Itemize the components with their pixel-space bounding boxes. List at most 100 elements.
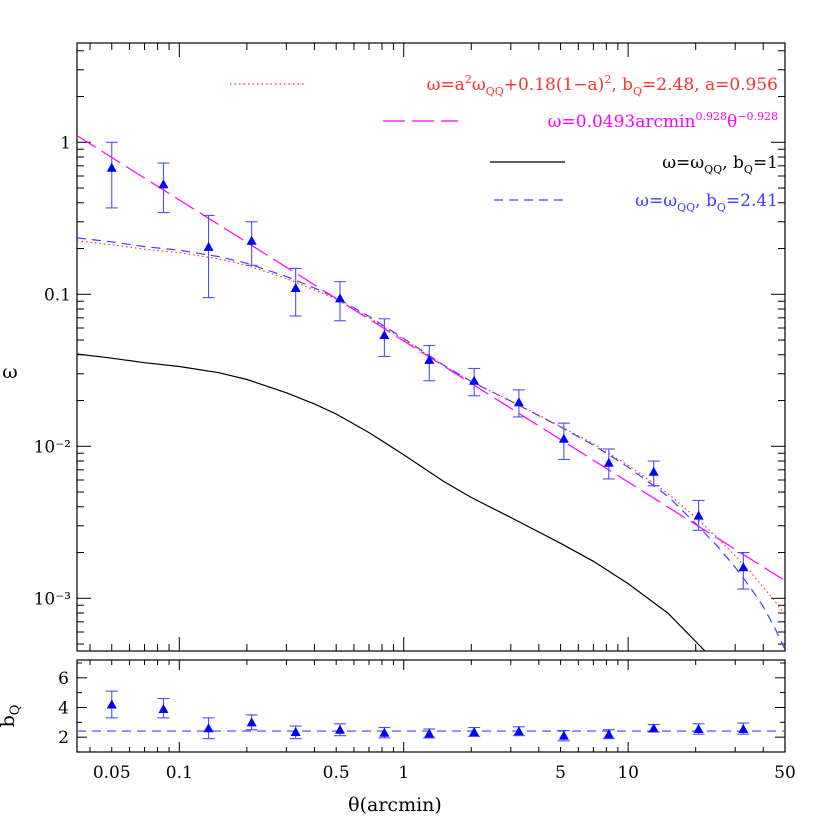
triangle-marker (469, 726, 480, 736)
y-tick-label: 1 (60, 133, 71, 153)
triangle-marker (424, 728, 435, 738)
data-point (647, 460, 660, 487)
top-data-points (105, 141, 750, 590)
legend-entry: ω=ωQQ, bQ=1 (490, 153, 778, 176)
bottom-axis-ticks (77, 660, 786, 753)
legend-entry: ω=a2ωQQ+0.18(1−a)2, bQ=2.48, a=0.956 (230, 73, 778, 98)
data-point (512, 726, 525, 737)
data-point (378, 726, 391, 739)
x-tick-label: 0.05 (93, 763, 131, 783)
legend-label-part: Q (633, 85, 642, 98)
x-tick-label: 0.1 (166, 763, 193, 783)
data-point (157, 698, 170, 719)
bottom-y-axis-title: bQ (0, 705, 23, 728)
x-tick-label: 0.5 (323, 763, 350, 783)
triangle-marker (246, 235, 257, 245)
data-point (468, 726, 481, 737)
triangle-marker (334, 293, 345, 303)
legend-label-part: ω=0.0493arcmin (548, 112, 696, 132)
top-axis-ticks (77, 43, 786, 651)
bottom-y-axis-title-subscript: Q (8, 705, 23, 716)
legend-label-part: 0.928 (696, 110, 728, 123)
data-point (692, 723, 705, 735)
triangle-marker (603, 729, 614, 739)
legend-label-part: Q (744, 163, 753, 176)
x-tick-labels: 0.05 0.1 0.5 1 5 10 50 (93, 763, 796, 783)
data-point (333, 281, 346, 322)
triangle-marker (334, 724, 345, 734)
triangle-marker (290, 726, 301, 736)
data-point (289, 267, 302, 317)
legend-label-part: =2.48, a=0.956 (642, 75, 778, 95)
curve-b-q-1 (77, 353, 706, 651)
triangle-marker (603, 457, 614, 467)
data-point (602, 448, 615, 480)
legend-entry: ω=ωQQ, bQ=2.41 (494, 191, 778, 214)
legend-label-part: QQ (704, 163, 722, 176)
data-point (157, 162, 170, 214)
legend-label: ω=a2ωQQ+0.18(1−a)2, bQ=2.48, a=0.956 (427, 73, 778, 98)
y-tick-label: 6 (58, 669, 69, 689)
bottom-panel: 2 4 6 0.05 0.1 0.5 1 5 10 50 bQ θ(arcmin) (0, 659, 796, 816)
triangle-marker (246, 717, 257, 727)
y-tick-label: 4 (58, 698, 69, 718)
legend-label: ω=ωQQ, bQ=2.41 (635, 191, 778, 214)
triangle-marker (158, 179, 169, 189)
x-tick-label: 10 (617, 763, 639, 783)
data-point (602, 729, 615, 740)
data-point (557, 422, 570, 460)
legend-label: ω=0.0493arcmin0.928θ−0.928 (548, 110, 778, 132)
y-tick-label: 2 (58, 728, 69, 748)
triangle-marker (693, 510, 704, 520)
legend-label-part: ω=ω (662, 153, 704, 173)
legend-label-part: ω=ω (635, 191, 677, 211)
triangle-marker (693, 724, 704, 733)
legend-label-part: , b (695, 191, 717, 211)
legend-label: ω=ωQQ, bQ=1 (662, 153, 778, 176)
triangle-marker (379, 329, 390, 339)
legend-label-part: Q (717, 201, 726, 214)
data-point (647, 723, 660, 733)
legend: ω=a2ωQQ+0.18(1−a)2, bQ=2.48, a=0.956ω=0.… (230, 73, 778, 214)
data-point (737, 551, 750, 590)
curve-a-0-956 (77, 240, 785, 616)
triangle-marker (738, 562, 749, 572)
y-tick-label: 10⁻² (34, 437, 71, 457)
data-point (737, 722, 750, 735)
legend-label-part: θ (727, 112, 737, 132)
data-point (245, 714, 258, 731)
legend-label-part: ω=a (427, 75, 465, 95)
legend-label-part: QQ (677, 201, 695, 214)
legend-label-part: , b (611, 75, 633, 95)
data-point (245, 221, 258, 266)
triangle-marker (379, 727, 390, 737)
triangle-marker (558, 433, 569, 443)
x-tick-label: 5 (555, 763, 566, 783)
data-point (557, 729, 570, 742)
legend-label-part: , b (722, 153, 744, 173)
bottom-data-points (105, 690, 750, 742)
x-tick-label: 50 (774, 763, 796, 783)
triangle-marker (648, 723, 659, 733)
triangle-marker (290, 282, 301, 292)
triangle-marker (648, 466, 659, 476)
legend-label-part: 2 (604, 73, 611, 86)
data-point (512, 389, 525, 418)
top-y-tick-labels: 1 0.1 10⁻² 10⁻³ (34, 133, 71, 609)
data-point (202, 717, 215, 740)
data-point (423, 728, 436, 739)
data-point (378, 318, 391, 357)
triangle-marker (158, 703, 169, 713)
triangle-marker (203, 241, 214, 251)
data-point (289, 725, 302, 740)
triangle-marker (203, 723, 214, 733)
data-point (423, 344, 436, 382)
data-point (105, 690, 118, 719)
top-panel: 10.110⁻²10⁻³ ω ω=a2ωQQ+0.18(1−a)2, bQ=2.… (2, 42, 786, 652)
data-point (692, 499, 705, 531)
top-plot-frame (76, 42, 786, 652)
triangle-marker (469, 375, 480, 385)
x-axis-title: θ(arcmin) (348, 794, 442, 816)
data-point (468, 367, 481, 397)
data-point (202, 214, 215, 299)
